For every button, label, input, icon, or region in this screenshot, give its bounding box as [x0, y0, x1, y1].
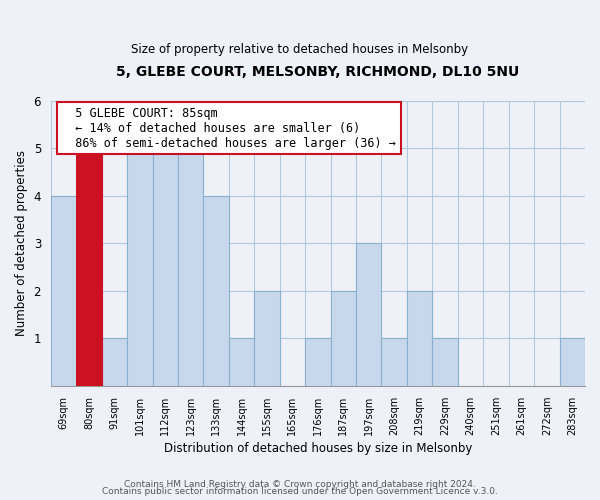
Title: 5, GLEBE COURT, MELSONBY, RICHMOND, DL10 5NU: 5, GLEBE COURT, MELSONBY, RICHMOND, DL10… — [116, 65, 520, 79]
Text: Contains public sector information licensed under the Open Government Licence v.: Contains public sector information licen… — [102, 488, 498, 496]
Bar — [203, 196, 229, 386]
Bar — [407, 291, 433, 386]
Bar — [356, 244, 382, 386]
Bar — [254, 291, 280, 386]
Bar — [101, 338, 127, 386]
Bar — [76, 148, 101, 386]
Bar — [127, 148, 152, 386]
Bar — [382, 338, 407, 386]
Bar — [305, 338, 331, 386]
Bar — [152, 148, 178, 386]
X-axis label: Distribution of detached houses by size in Melsonby: Distribution of detached houses by size … — [164, 442, 472, 455]
Bar — [51, 196, 76, 386]
Text: Contains HM Land Registry data © Crown copyright and database right 2024.: Contains HM Land Registry data © Crown c… — [124, 480, 476, 489]
Bar — [178, 148, 203, 386]
Bar — [331, 291, 356, 386]
Bar — [560, 338, 585, 386]
Text: Size of property relative to detached houses in Melsonby: Size of property relative to detached ho… — [131, 42, 469, 56]
Y-axis label: Number of detached properties: Number of detached properties — [15, 150, 28, 336]
Text: 5 GLEBE COURT: 85sqm
  ← 14% of detached houses are smaller (6)
  86% of semi-de: 5 GLEBE COURT: 85sqm ← 14% of detached h… — [61, 106, 397, 150]
Bar — [229, 338, 254, 386]
Bar — [433, 338, 458, 386]
